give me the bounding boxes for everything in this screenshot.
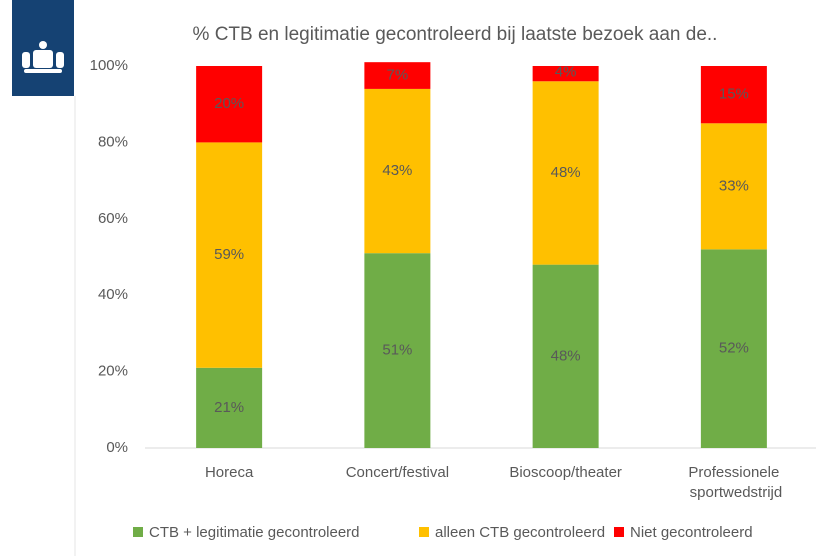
y-tick-label: 80% — [98, 133, 128, 150]
data-label: 59% — [214, 246, 244, 263]
x-tick-label: Bioscoop/theater — [509, 464, 622, 481]
y-tick-label: 40% — [98, 286, 128, 303]
data-label: 51% — [382, 342, 412, 359]
data-label: 33% — [719, 177, 749, 194]
data-label: 15% — [719, 86, 749, 103]
bar-segment — [196, 367, 263, 448]
data-label: 21% — [214, 399, 244, 416]
data-label: 4% — [555, 64, 577, 81]
legend-label: CTB + legitimatie gecontroleerd — [149, 524, 360, 541]
x-tick-label: Concert/festival — [346, 464, 449, 481]
data-label: 7% — [387, 67, 409, 84]
bar-segment — [532, 66, 599, 82]
bar-segment — [700, 249, 767, 448]
bar-segment — [700, 66, 767, 124]
y-tick-label: 0% — [106, 439, 128, 456]
bar-segment — [196, 142, 263, 368]
legend-swatch — [614, 527, 624, 537]
data-label: 43% — [382, 162, 412, 179]
data-label: 20% — [214, 95, 244, 112]
y-tick-label: 20% — [98, 363, 128, 380]
y-tick-label: 60% — [98, 210, 128, 227]
y-tick-label: 100% — [90, 57, 128, 74]
data-label: 52% — [719, 340, 749, 357]
bar-segment — [700, 123, 767, 250]
bar-segment — [364, 253, 431, 448]
legend-swatch — [133, 527, 143, 537]
chart-title: % CTB en legitimatie gecontroleerd bij l… — [193, 24, 718, 45]
x-tick-label: Horeca — [205, 464, 254, 481]
x-tick-label: Professionele sportwedstrijd — [686, 464, 783, 501]
legend-label: Niet gecontroleerd — [630, 524, 753, 541]
legend-label: alleen CTB gecontroleerd — [435, 524, 605, 541]
bar-segment — [364, 62, 431, 89]
bar-segment — [532, 81, 599, 265]
legend-swatch — [419, 527, 429, 537]
data-label: 48% — [551, 347, 581, 364]
bar-segment — [532, 264, 599, 448]
bar-segment — [364, 88, 431, 254]
bar-segment — [196, 66, 263, 143]
data-label: 48% — [551, 164, 581, 181]
logo-emblem — [22, 41, 64, 73]
